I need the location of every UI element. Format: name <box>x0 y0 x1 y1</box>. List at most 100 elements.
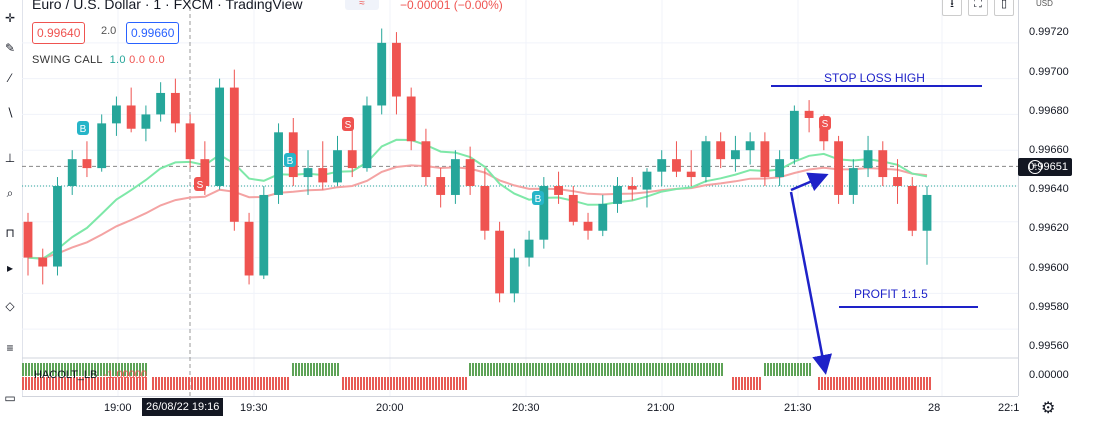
signal-markers: B S B S B S <box>77 116 831 205</box>
histogram-bar <box>387 377 389 390</box>
histogram-bar <box>94 377 96 390</box>
candle-body <box>259 194 269 276</box>
signal-marker-label: S <box>822 119 829 130</box>
histogram-bar <box>155 377 157 390</box>
histogram-bar <box>833 377 835 390</box>
histogram-bar <box>655 363 657 376</box>
pen-icon[interactable]: ✎ <box>4 41 16 55</box>
price-tick: 0.99640 <box>1029 183 1069 195</box>
histogram-bar <box>130 377 132 390</box>
histogram-bar <box>469 363 471 376</box>
histogram-bar <box>158 377 160 390</box>
histogram-bar <box>360 377 362 390</box>
histogram-bar <box>31 363 33 376</box>
panel-icon[interactable]: ▯ <box>994 0 1014 16</box>
signal-marker <box>342 117 354 131</box>
histogram-bar <box>79 363 81 376</box>
histogram-bar <box>475 363 477 376</box>
histogram-bar <box>22 377 24 390</box>
histogram-bar <box>25 377 27 390</box>
histogram-bar <box>750 377 752 390</box>
histogram-bar <box>179 377 181 390</box>
histogram-bar <box>646 363 648 376</box>
histogram-bar <box>127 377 129 390</box>
signal-marker-label: B <box>287 156 294 167</box>
symbol-title[interactable]: Euro / U.S. Dollar · 1 · FXCM · TradingV… <box>32 0 303 12</box>
histogram-bar <box>788 363 790 376</box>
swing-call-value-1: 1.0 <box>109 54 126 66</box>
histogram-bar <box>342 377 344 390</box>
histogram-bar <box>637 363 639 376</box>
gear-icon[interactable]: ⚙ <box>1041 400 1056 417</box>
chart-pane[interactable]: B S B S B S STOP LOSS HIGH PROFIT 1:1.5 <box>22 0 1018 396</box>
candle-body <box>200 159 210 186</box>
buy-price-button[interactable]: 0.99660 <box>126 22 180 44</box>
histogram-bar <box>559 363 561 376</box>
trash-icon[interactable]: ≡ <box>6 341 14 355</box>
histogram-bar <box>478 363 480 376</box>
histogram-bar <box>438 377 440 390</box>
histogram-bar <box>806 363 808 376</box>
candlestick-series <box>23 28 932 303</box>
signal-marker <box>284 153 296 167</box>
histogram-bar <box>782 363 784 376</box>
histogram-bar <box>553 363 555 376</box>
histogram-bar <box>170 377 172 390</box>
histogram-bar <box>809 363 811 376</box>
histogram-bar <box>136 363 138 376</box>
arrow-down-icon[interactable]: ⭳ <box>942 0 962 16</box>
histogram-bar <box>203 377 205 390</box>
visibility-toggle-icon[interactable]: ≈ <box>345 0 379 10</box>
bookmark-icon[interactable]: ▭ <box>4 391 16 405</box>
histogram-bar <box>694 363 696 376</box>
histogram-bar <box>706 363 708 376</box>
maximize-icon[interactable]: ⛶ <box>968 0 988 16</box>
price-axis[interactable]: 0.99720 0.99700 0.99680 0.99660 0.99640 … <box>1018 0 1100 396</box>
text-icon[interactable]: ∖ <box>6 106 14 120</box>
price-tick: 0.99580 <box>1029 301 1069 313</box>
chart-grid <box>22 0 1018 396</box>
lock-icon[interactable]: ▸ <box>6 261 14 275</box>
histogram-bar <box>284 377 286 390</box>
histogram-bar <box>97 363 99 376</box>
candle-body <box>775 159 785 178</box>
magnet-icon[interactable]: ⊓ <box>5 226 15 240</box>
histogram-bar <box>691 363 693 376</box>
crosshair-icon[interactable]: ✛ <box>4 11 16 25</box>
histogram-bar <box>526 363 528 376</box>
histogram-bar <box>67 377 69 390</box>
histogram-bar <box>670 363 672 376</box>
histogram-bar <box>67 363 69 376</box>
histogram-bar <box>505 363 507 376</box>
candle-body <box>333 150 342 183</box>
hacolt-legend[interactable]: HACOLT_LB -1.00000 <box>34 369 147 381</box>
swing-call-name: SWING CALL <box>32 54 103 66</box>
zoom-icon[interactable]: ⌕ <box>6 186 14 200</box>
swing-call-legend[interactable]: SWING CALL 1.0 0.0 0.0 <box>32 54 165 66</box>
price-tick: 0.99700 <box>1029 66 1069 78</box>
histogram-bar <box>142 377 144 390</box>
histogram-bar <box>345 377 347 390</box>
candle-body <box>760 141 770 178</box>
histogram-bar <box>61 377 63 390</box>
histogram-bar <box>354 377 356 390</box>
histogram-bar <box>456 377 458 390</box>
candle-body <box>303 168 313 178</box>
histogram-bar <box>37 363 39 376</box>
histogram-bar <box>106 377 108 390</box>
histogram-bar <box>263 377 265 390</box>
histogram-bar <box>920 377 922 390</box>
add-alert-icon[interactable]: + <box>1028 160 1042 174</box>
eye-icon[interactable]: ◇ <box>5 299 15 313</box>
histogram-bar <box>185 377 187 390</box>
histogram-bar <box>523 363 525 376</box>
sell-price-button[interactable]: 0.99640 <box>32 22 86 44</box>
trend-line-icon[interactable]: ⁄ <box>8 71 11 85</box>
histogram-bar <box>22 363 24 376</box>
ruler-icon[interactable]: ⊥ <box>4 151 16 165</box>
histogram-bar <box>375 377 377 390</box>
candle-body <box>627 186 637 190</box>
histogram-bar <box>191 377 193 390</box>
histogram-bar <box>517 363 519 376</box>
histogram-bar <box>709 363 711 376</box>
